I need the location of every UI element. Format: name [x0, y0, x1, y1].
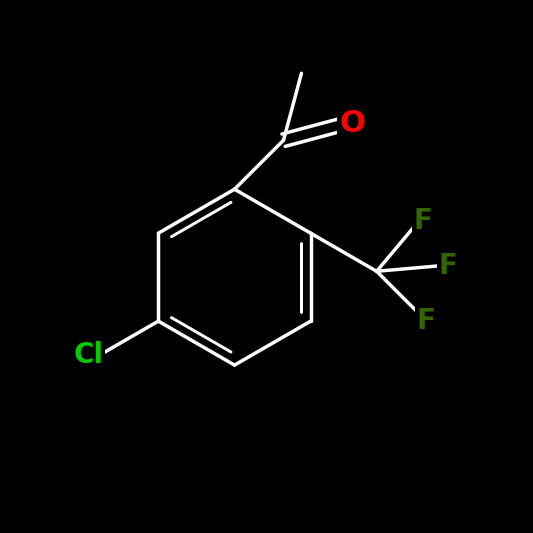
Text: F: F — [439, 252, 458, 280]
Text: O: O — [340, 109, 365, 138]
Text: F: F — [414, 207, 433, 235]
Text: F: F — [417, 306, 435, 335]
Text: Cl: Cl — [74, 341, 104, 369]
